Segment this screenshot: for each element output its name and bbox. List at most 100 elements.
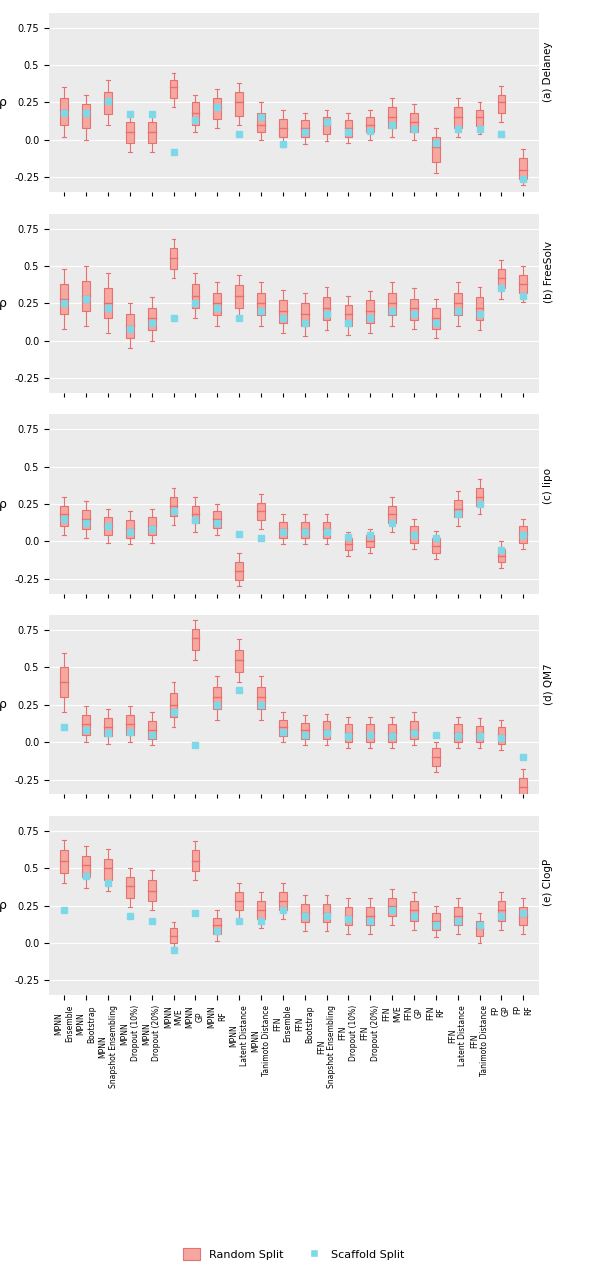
Bar xyxy=(104,92,112,115)
Bar xyxy=(170,248,177,269)
Bar xyxy=(388,107,396,128)
Bar xyxy=(82,281,90,310)
Bar xyxy=(410,527,418,542)
Bar xyxy=(345,120,353,137)
Bar xyxy=(214,292,221,315)
Y-axis label: ρ: ρ xyxy=(0,900,7,912)
Bar xyxy=(104,718,112,736)
Bar xyxy=(498,901,506,920)
Bar xyxy=(367,536,374,547)
Bar xyxy=(257,686,265,709)
Bar xyxy=(476,297,483,320)
Bar xyxy=(279,892,286,910)
Bar xyxy=(345,538,353,550)
Bar xyxy=(148,308,155,330)
Bar xyxy=(454,292,461,315)
Bar xyxy=(257,901,265,919)
Bar xyxy=(148,721,155,739)
Bar xyxy=(388,505,396,523)
Bar xyxy=(170,80,177,98)
Bar xyxy=(61,505,68,527)
Bar xyxy=(104,288,112,318)
Bar xyxy=(520,907,527,925)
Bar xyxy=(301,522,308,538)
Bar xyxy=(148,518,155,536)
Bar xyxy=(323,297,330,320)
Bar xyxy=(257,503,265,521)
Bar xyxy=(520,274,527,292)
Bar xyxy=(170,693,177,717)
Bar xyxy=(214,98,221,119)
Bar xyxy=(279,522,286,538)
Bar xyxy=(235,892,243,910)
Bar xyxy=(192,102,200,125)
Text: (d) QM7: (d) QM7 xyxy=(543,664,553,704)
Bar xyxy=(454,725,461,743)
Bar xyxy=(192,850,200,872)
Bar xyxy=(345,907,353,925)
Bar xyxy=(301,304,308,325)
Bar xyxy=(432,748,439,766)
Bar xyxy=(301,120,308,137)
Bar xyxy=(520,527,527,542)
Bar xyxy=(345,305,353,325)
Bar xyxy=(104,518,112,536)
Bar xyxy=(235,286,243,308)
Bar xyxy=(454,499,461,518)
Bar xyxy=(148,880,155,901)
Y-axis label: ρ: ρ xyxy=(0,297,7,310)
Bar xyxy=(235,563,243,581)
Bar xyxy=(323,905,330,923)
Bar xyxy=(498,549,506,563)
Bar xyxy=(454,107,461,128)
Bar xyxy=(432,538,439,554)
Bar xyxy=(410,112,418,133)
Y-axis label: ρ: ρ xyxy=(0,698,7,711)
Bar xyxy=(61,667,68,698)
Legend: Random Split, Scaffold Split: Random Split, Scaffold Split xyxy=(179,1244,409,1265)
Bar xyxy=(476,110,483,126)
Bar xyxy=(520,158,527,179)
Bar xyxy=(476,487,483,505)
Bar xyxy=(301,722,308,739)
Bar xyxy=(410,901,418,920)
Bar xyxy=(454,907,461,925)
Bar xyxy=(432,137,439,162)
Bar xyxy=(432,308,439,329)
Bar xyxy=(82,510,90,530)
Bar xyxy=(301,905,308,923)
Bar xyxy=(388,725,396,743)
Bar xyxy=(82,856,90,877)
Bar xyxy=(126,716,133,735)
Bar xyxy=(367,300,374,323)
Bar xyxy=(126,877,133,898)
Bar xyxy=(257,292,265,315)
Bar xyxy=(82,103,90,128)
Bar xyxy=(323,721,330,739)
Bar xyxy=(192,505,200,523)
Bar xyxy=(410,721,418,739)
Bar xyxy=(498,269,506,288)
Text: (e) ClogP: (e) ClogP xyxy=(543,859,553,906)
Bar xyxy=(279,300,286,323)
Bar xyxy=(214,512,221,528)
Text: (b) FreeSolv: (b) FreeSolv xyxy=(543,241,553,304)
Bar xyxy=(367,117,374,133)
Bar xyxy=(192,283,200,308)
Bar xyxy=(367,725,374,743)
Bar xyxy=(82,716,90,735)
Bar xyxy=(367,907,374,925)
Bar xyxy=(126,521,133,538)
Bar xyxy=(257,112,265,133)
Bar xyxy=(279,119,286,137)
Y-axis label: ρ: ρ xyxy=(0,96,7,108)
Bar xyxy=(148,121,155,143)
Bar xyxy=(410,299,418,320)
Bar xyxy=(61,850,68,873)
Bar xyxy=(323,117,330,134)
Bar xyxy=(192,629,200,649)
Bar xyxy=(432,914,439,929)
Bar xyxy=(476,726,483,743)
Bar xyxy=(323,522,330,538)
Y-axis label: ρ: ρ xyxy=(0,498,7,510)
